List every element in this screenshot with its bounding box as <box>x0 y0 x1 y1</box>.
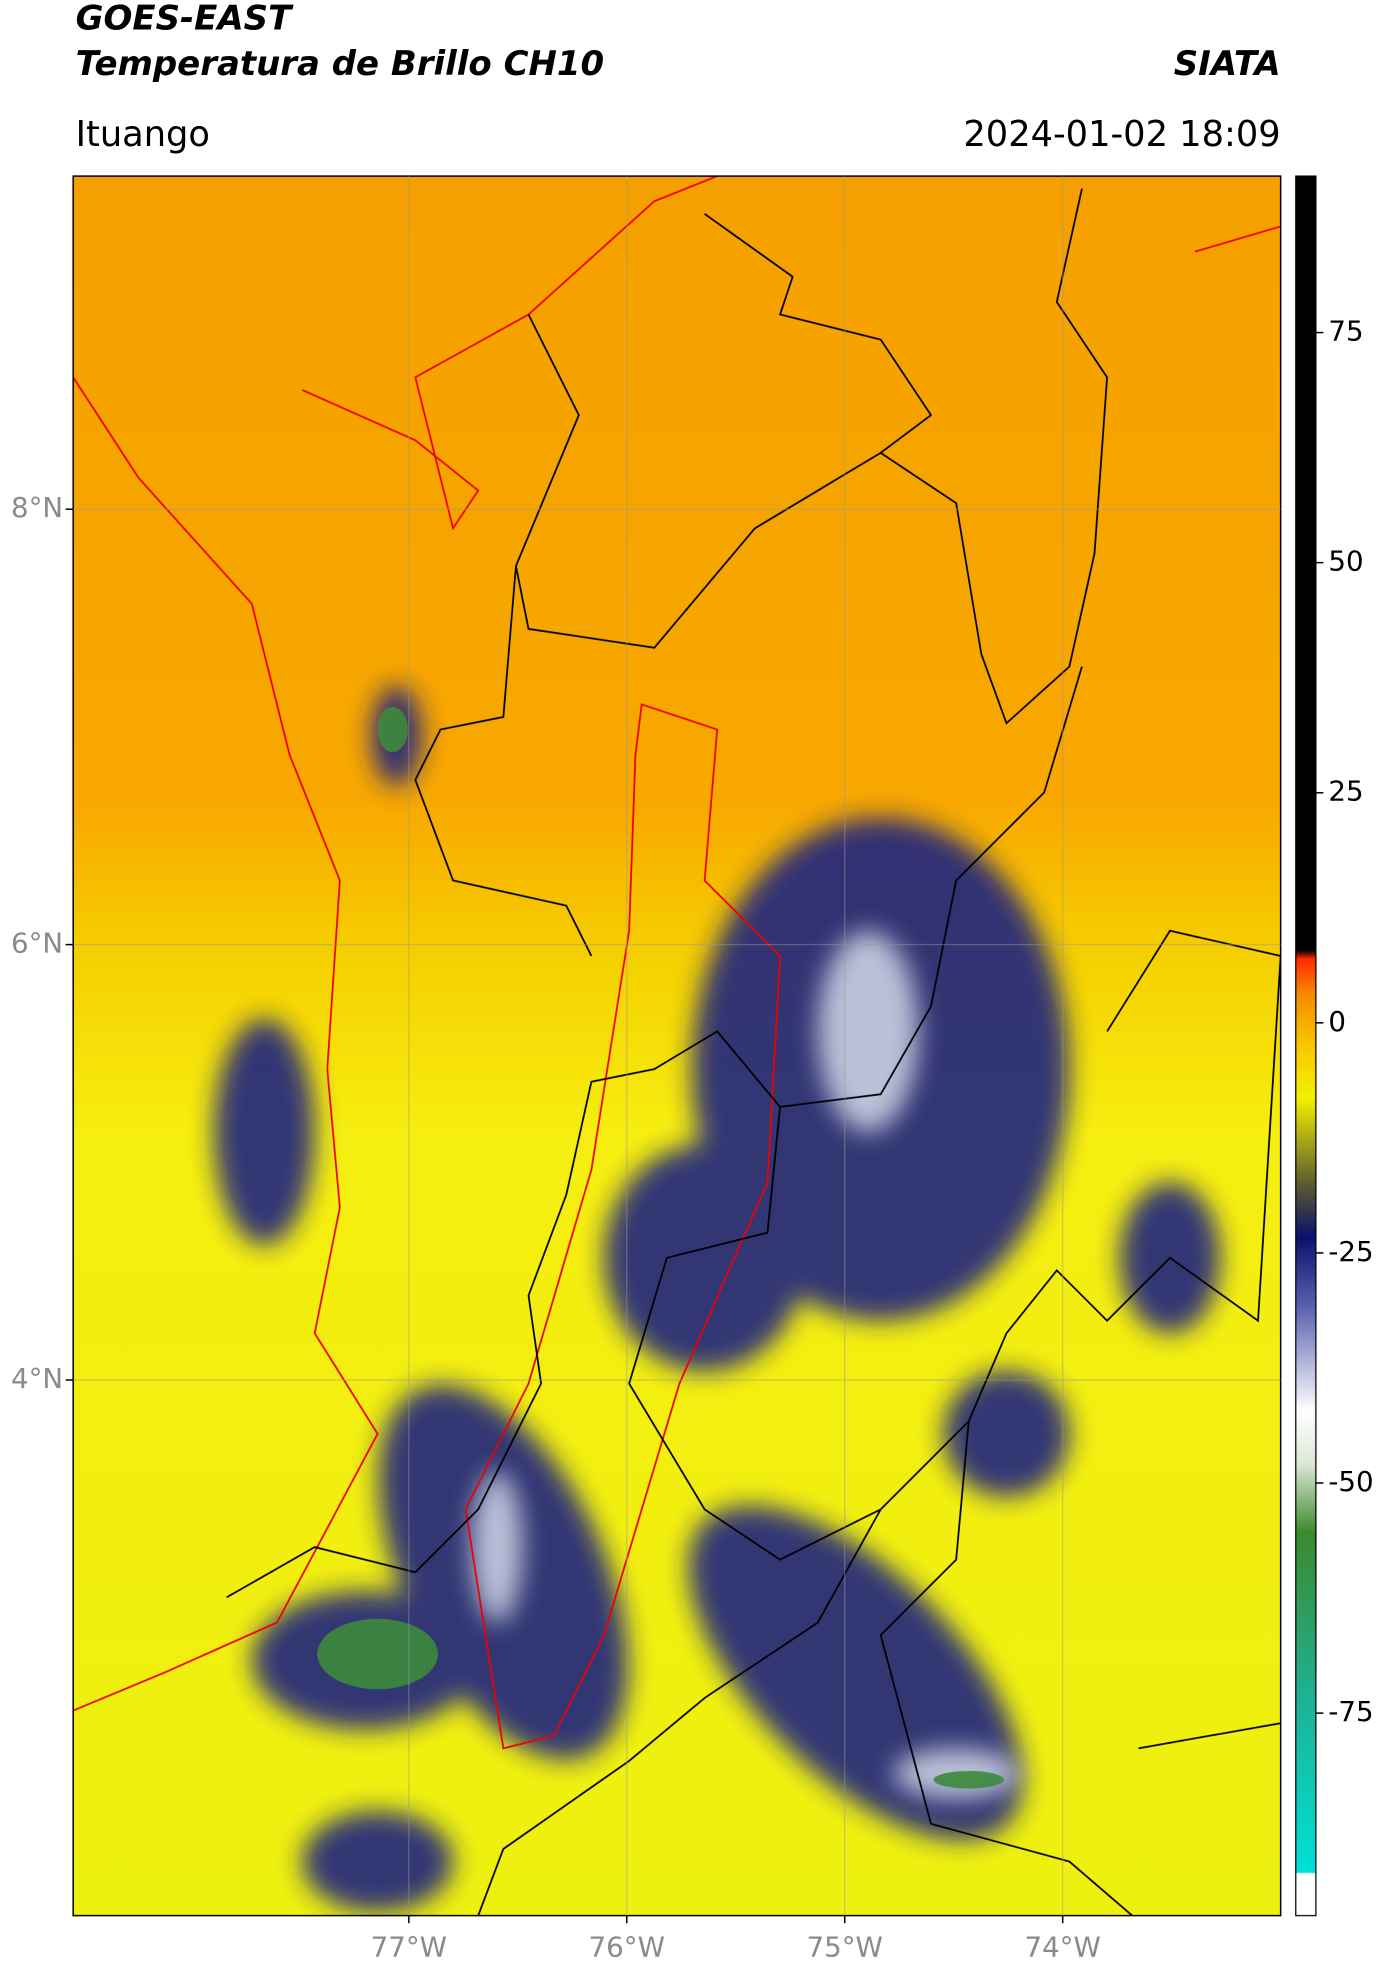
y-tick-label: 6°N <box>11 927 63 960</box>
map-image <box>73 176 1281 1916</box>
axes: 77°W 76°W 75°W 74°W 4°N 6°N 8°N -75 -50 -25 0 25 50 7… <box>11 176 1374 1963</box>
colorbar-tick-label: 50 <box>1328 545 1363 578</box>
x-tick-label: 77°W <box>371 1930 447 1963</box>
x-tick-label: 75°W <box>807 1930 883 1963</box>
map-frame <box>72 175 1282 1917</box>
colorbar-tick-label: 25 <box>1328 775 1363 808</box>
subtitle: Temperatura de Brillo CH10 <box>76 44 604 84</box>
colorbar-tick-label: 75 <box>1328 315 1363 348</box>
colorbar-tick-label: 0 <box>1328 1005 1346 1038</box>
y-tick-label: 4°N <box>11 1362 63 1395</box>
colorbar-tick-label: -25 <box>1328 1235 1373 1268</box>
location: Ituango <box>76 114 210 155</box>
x-tick-label: 74°W <box>1024 1930 1100 1963</box>
colorbar-tick-label: -75 <box>1328 1695 1373 1728</box>
colorbar-tick-label: -50 <box>1328 1465 1373 1498</box>
datetime: 2024-01-02 18:09 <box>963 114 1280 155</box>
y-tick-label: 8°N <box>11 491 63 524</box>
colorbar <box>1295 175 1317 1917</box>
source: SIATA <box>1174 44 1281 84</box>
x-tick-label: 76°W <box>589 1930 665 1963</box>
title: GOES-EAST <box>76 0 294 39</box>
